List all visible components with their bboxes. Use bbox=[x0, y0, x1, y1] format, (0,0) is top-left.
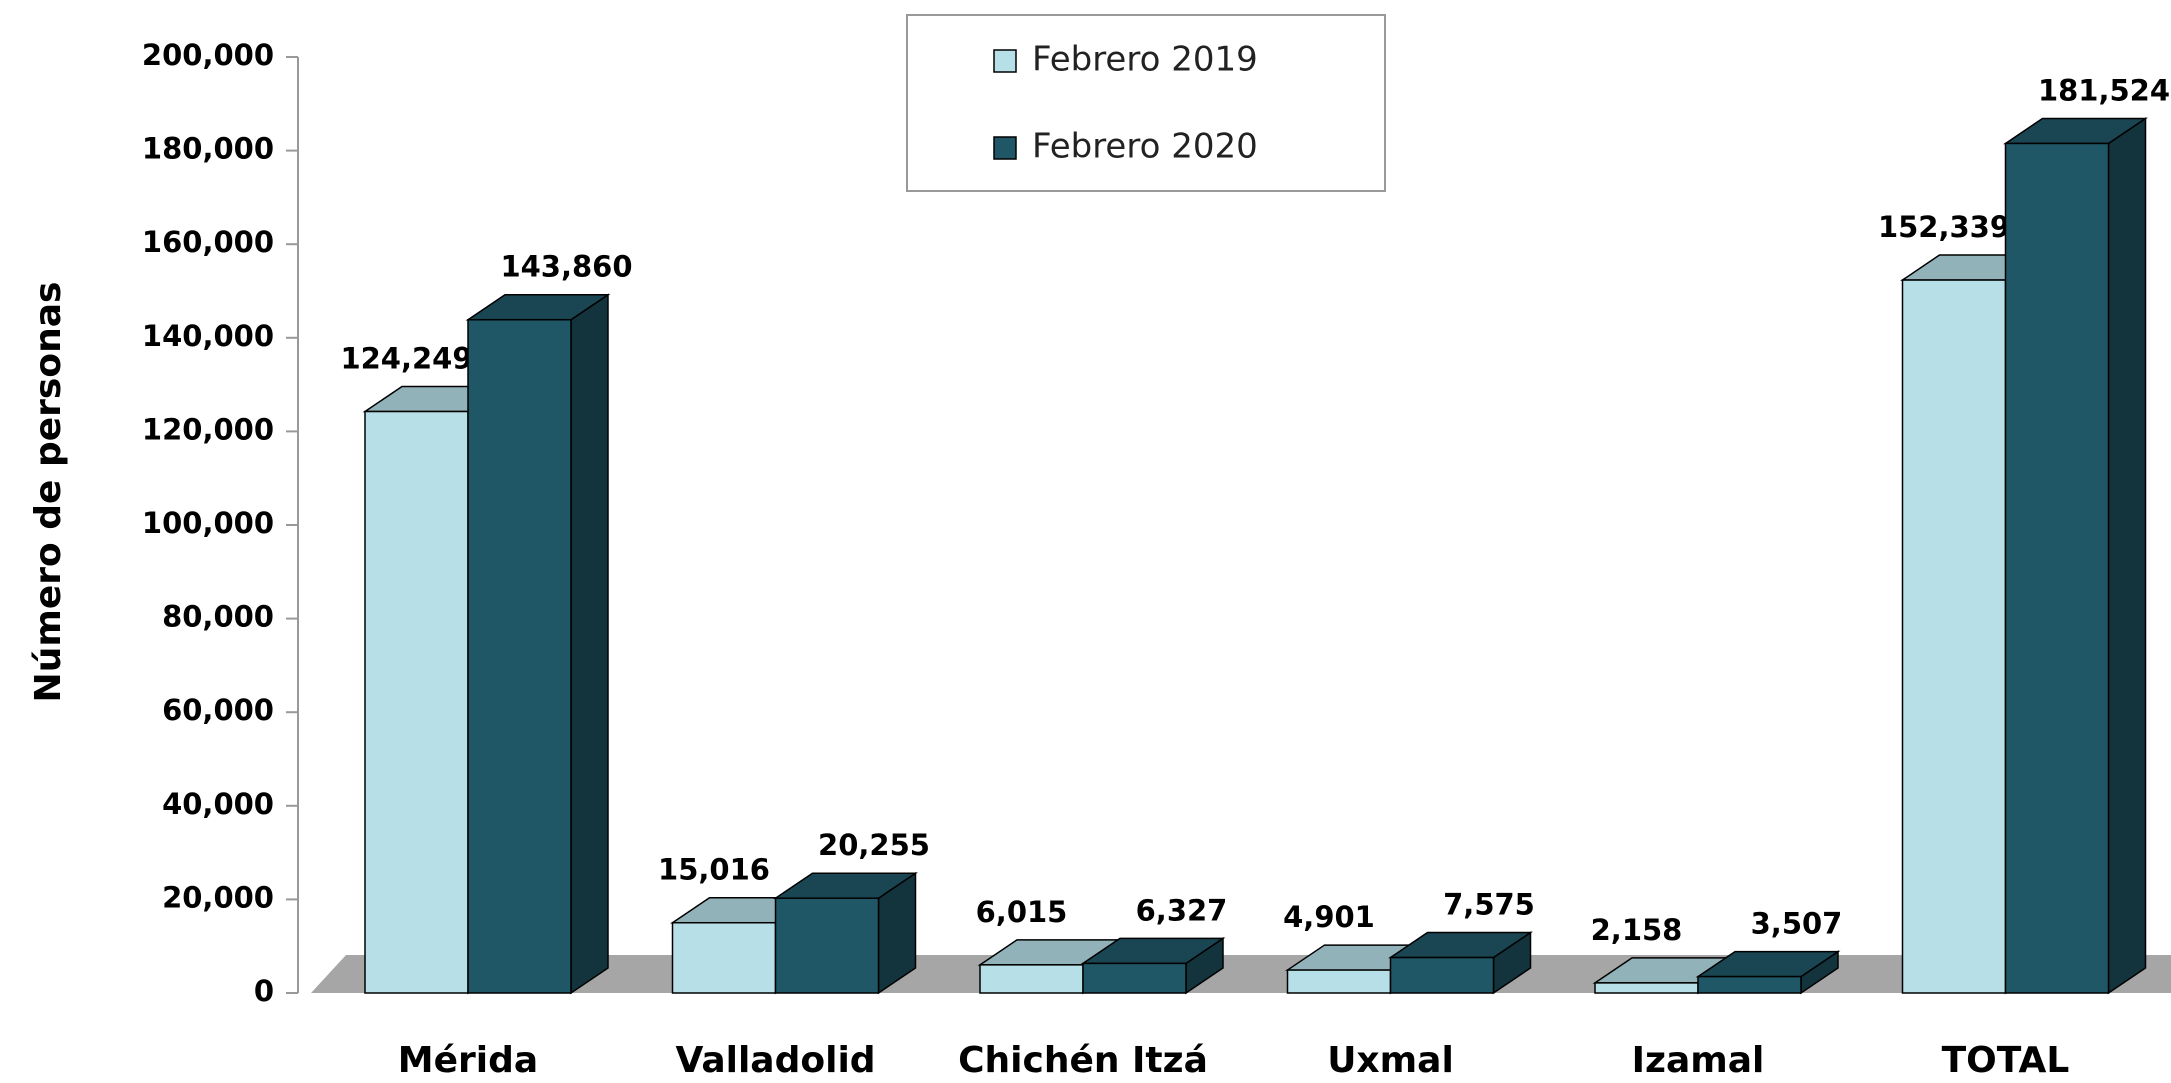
bar bbox=[979, 964, 1084, 994]
y-tick-label: 100,000 bbox=[142, 506, 274, 540]
value-label: 124,249 bbox=[340, 342, 472, 376]
legend-label: Febrero 2020 bbox=[1032, 127, 1258, 167]
value-label: 6,015 bbox=[976, 895, 1068, 929]
legend-swatch bbox=[993, 49, 1017, 73]
bar-side bbox=[570, 293, 609, 995]
value-label: 181,524 bbox=[2038, 73, 2170, 107]
value-label: 7,575 bbox=[1443, 888, 1535, 922]
bar bbox=[1594, 982, 1699, 994]
bar bbox=[1389, 956, 1495, 994]
x-tick-label: Uxmal bbox=[1327, 1040, 1454, 1081]
bar bbox=[1697, 975, 1802, 994]
y-tick-label: 0 bbox=[254, 974, 274, 1008]
bar-side bbox=[2107, 117, 2147, 995]
bar bbox=[1286, 969, 1392, 994]
value-label: 2,158 bbox=[1591, 913, 1683, 947]
x-tick-label: Valladolid bbox=[675, 1040, 875, 1081]
value-label: 15,016 bbox=[658, 853, 770, 887]
x-tick-label: Mérida bbox=[398, 1040, 538, 1081]
value-label: 3,507 bbox=[1751, 907, 1843, 941]
bar bbox=[671, 921, 777, 994]
value-label: 143,860 bbox=[500, 250, 632, 284]
y-tick-label: 60,000 bbox=[162, 693, 274, 727]
y-tick-label: 80,000 bbox=[162, 600, 274, 634]
bar bbox=[2004, 142, 2110, 994]
bar bbox=[467, 318, 572, 994]
y-tick-label: 20,000 bbox=[162, 880, 274, 914]
y-tick-label: 200,000 bbox=[142, 38, 274, 72]
value-label: 20,255 bbox=[818, 828, 930, 862]
legend-label: Febrero 2019 bbox=[1032, 40, 1258, 80]
x-tick-label: Chichén Itzá bbox=[958, 1040, 1208, 1081]
y-tick-label: 40,000 bbox=[162, 787, 274, 821]
y-tick-label: 120,000 bbox=[142, 412, 274, 446]
value-label: 4,901 bbox=[1283, 900, 1375, 934]
y-axis-label: Número de personas bbox=[28, 282, 69, 703]
y-tick-label: 180,000 bbox=[142, 132, 274, 166]
y-tick-label: 160,000 bbox=[142, 225, 274, 259]
bar bbox=[1082, 962, 1187, 994]
value-label: 152,339 bbox=[1878, 210, 2010, 244]
bar bbox=[774, 897, 880, 994]
bar bbox=[1901, 279, 2007, 994]
bar bbox=[364, 410, 469, 994]
legend-box bbox=[906, 14, 1386, 192]
y-tick-label: 140,000 bbox=[142, 319, 274, 353]
legend-swatch bbox=[993, 136, 1017, 160]
x-tick-label: Izamal bbox=[1632, 1040, 1765, 1081]
value-label: 6,327 bbox=[1136, 893, 1228, 927]
x-tick-label: TOTAL bbox=[1942, 1040, 2070, 1081]
